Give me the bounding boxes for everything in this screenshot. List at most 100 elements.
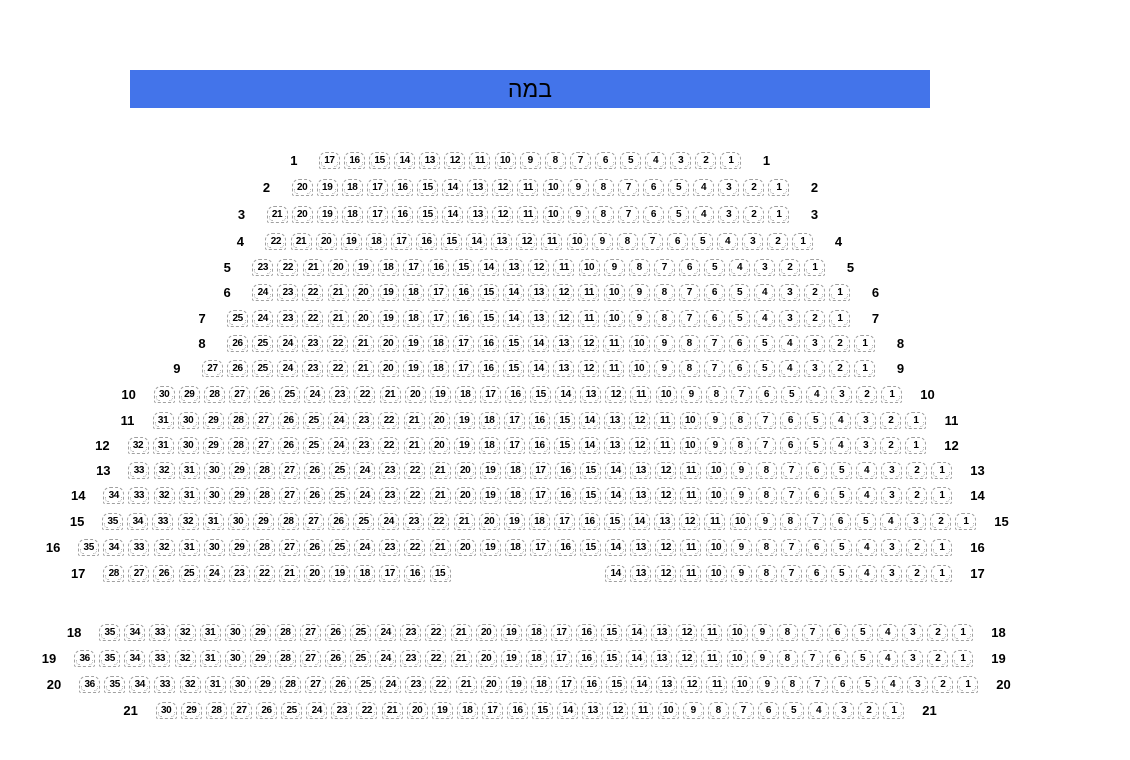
seat-row19-num18[interactable]: 18 bbox=[525, 649, 547, 667]
seat-row4-num5[interactable]: 5 bbox=[692, 232, 714, 250]
seat-row14-num15[interactable]: 15 bbox=[580, 486, 602, 504]
seat-row19-num25[interactable]: 25 bbox=[350, 649, 372, 667]
seat-row6-num9[interactable]: 9 bbox=[628, 283, 650, 301]
seat-row18-num3[interactable]: 3 bbox=[902, 623, 924, 641]
seat-row19-num27[interactable]: 27 bbox=[299, 649, 321, 667]
seat-row4-num12[interactable]: 12 bbox=[516, 232, 538, 250]
seat-row21-num4[interactable]: 4 bbox=[808, 701, 830, 719]
seat-row9-num18[interactable]: 18 bbox=[427, 359, 449, 377]
seat-row18-num6[interactable]: 6 bbox=[826, 623, 848, 641]
seat-row20-num5[interactable]: 5 bbox=[857, 675, 879, 693]
seat-row20-num7[interactable]: 7 bbox=[806, 675, 828, 693]
seat-row18-num20[interactable]: 20 bbox=[475, 623, 497, 641]
seat-row8-num18[interactable]: 18 bbox=[427, 334, 449, 352]
seat-row12-num15[interactable]: 15 bbox=[554, 436, 576, 454]
seat-row10-num20[interactable]: 20 bbox=[404, 385, 426, 403]
seat-row19-num21[interactable]: 21 bbox=[450, 649, 472, 667]
seat-row9-num9[interactable]: 9 bbox=[653, 359, 675, 377]
seat-row14-num23[interactable]: 23 bbox=[379, 486, 401, 504]
seat-row16-num20[interactable]: 20 bbox=[454, 538, 476, 556]
seat-row6-num15[interactable]: 15 bbox=[478, 283, 500, 301]
seat-row3-num21[interactable]: 21 bbox=[266, 205, 288, 223]
seat-row20-num19[interactable]: 19 bbox=[505, 675, 527, 693]
seat-row8-num14[interactable]: 14 bbox=[528, 334, 550, 352]
seat-row9-num23[interactable]: 23 bbox=[302, 359, 324, 377]
seat-row11-num10[interactable]: 10 bbox=[679, 411, 701, 429]
seat-row8-num26[interactable]: 26 bbox=[227, 334, 249, 352]
seat-row9-num16[interactable]: 16 bbox=[478, 359, 499, 377]
seat-row11-num18[interactable]: 18 bbox=[478, 411, 500, 429]
seat-row6-num18[interactable]: 18 bbox=[402, 283, 424, 301]
seat-row15-num15[interactable]: 15 bbox=[604, 512, 626, 530]
seat-row18-num32[interactable]: 32 bbox=[174, 623, 196, 641]
seat-row7-num24[interactable]: 24 bbox=[252, 309, 274, 327]
seat-row14-num7[interactable]: 7 bbox=[780, 486, 802, 504]
seat-row3-num9[interactable]: 9 bbox=[567, 205, 589, 223]
seat-row10-num7[interactable]: 7 bbox=[730, 385, 752, 403]
seat-row15-num11[interactable]: 11 bbox=[704, 512, 726, 530]
seat-row3-num11[interactable]: 11 bbox=[517, 205, 539, 223]
seat-row17-num14[interactable]: 14 bbox=[605, 564, 627, 582]
seat-row13-num14[interactable]: 14 bbox=[605, 461, 627, 479]
seat-row21-num16[interactable]: 16 bbox=[507, 701, 528, 719]
seat-row15-num3[interactable]: 3 bbox=[905, 512, 927, 530]
seat-row15-num21[interactable]: 21 bbox=[453, 512, 475, 530]
seat-row1-num6[interactable]: 6 bbox=[594, 151, 616, 169]
seat-row21-num17[interactable]: 17 bbox=[481, 701, 503, 719]
seat-row17-num10[interactable]: 10 bbox=[705, 564, 727, 582]
seat-row16-num32[interactable]: 32 bbox=[153, 538, 175, 556]
seat-row19-num10[interactable]: 10 bbox=[726, 649, 748, 667]
seat-row16-num25[interactable]: 25 bbox=[329, 538, 351, 556]
seat-row11-num2[interactable]: 2 bbox=[880, 411, 902, 429]
seat-row9-num25[interactable]: 25 bbox=[252, 359, 274, 377]
seat-row14-num33[interactable]: 33 bbox=[128, 486, 150, 504]
seat-row11-num12[interactable]: 12 bbox=[629, 411, 651, 429]
seat-row17-num22[interactable]: 22 bbox=[253, 564, 275, 582]
seat-row12-num6[interactable]: 6 bbox=[779, 436, 801, 454]
seat-row7-num16[interactable]: 16 bbox=[453, 309, 474, 327]
seat-row5-num22[interactable]: 22 bbox=[277, 258, 299, 276]
seat-row16-num11[interactable]: 11 bbox=[680, 538, 702, 556]
seat-row6-num22[interactable]: 22 bbox=[302, 283, 324, 301]
seat-row3-num18[interactable]: 18 bbox=[341, 205, 363, 223]
seat-row14-num5[interactable]: 5 bbox=[831, 486, 853, 504]
seat-row16-num17[interactable]: 17 bbox=[529, 538, 551, 556]
seat-row20-num21[interactable]: 21 bbox=[455, 675, 477, 693]
seat-row12-num16[interactable]: 16 bbox=[529, 436, 550, 454]
seat-row13-num29[interactable]: 29 bbox=[228, 461, 250, 479]
seat-row19-num24[interactable]: 24 bbox=[375, 649, 397, 667]
seat-row21-num3[interactable]: 3 bbox=[833, 701, 855, 719]
seat-row1-num9[interactable]: 9 bbox=[519, 151, 541, 169]
seat-row7-num15[interactable]: 15 bbox=[478, 309, 500, 327]
seat-row14-num2[interactable]: 2 bbox=[906, 486, 928, 504]
seat-row7-num20[interactable]: 20 bbox=[352, 309, 374, 327]
seat-row2-num8[interactable]: 8 bbox=[592, 178, 614, 196]
seat-row16-num5[interactable]: 5 bbox=[831, 538, 853, 556]
seat-row7-num4[interactable]: 4 bbox=[754, 309, 776, 327]
seat-row1-num4[interactable]: 4 bbox=[645, 151, 667, 169]
seat-row4-num13[interactable]: 13 bbox=[491, 232, 513, 250]
seat-row5-num3[interactable]: 3 bbox=[754, 258, 776, 276]
seat-row10-num22[interactable]: 22 bbox=[354, 385, 376, 403]
seat-row17-num2[interactable]: 2 bbox=[906, 564, 928, 582]
seat-row20-num16[interactable]: 16 bbox=[581, 675, 602, 693]
seat-row20-num25[interactable]: 25 bbox=[355, 675, 377, 693]
seat-row8-num10[interactable]: 10 bbox=[628, 334, 650, 352]
seat-row14-num26[interactable]: 26 bbox=[304, 486, 326, 504]
seat-row12-num12[interactable]: 12 bbox=[629, 436, 651, 454]
seat-row14-num14[interactable]: 14 bbox=[605, 486, 627, 504]
seat-row8-num16[interactable]: 16 bbox=[478, 334, 499, 352]
seat-row7-num13[interactable]: 13 bbox=[528, 309, 550, 327]
seat-row16-num34[interactable]: 34 bbox=[103, 538, 125, 556]
seat-row13-num6[interactable]: 6 bbox=[805, 461, 827, 479]
seat-row21-num6[interactable]: 6 bbox=[757, 701, 779, 719]
seat-row1-num10[interactable]: 10 bbox=[494, 151, 516, 169]
seat-row1-num3[interactable]: 3 bbox=[670, 151, 692, 169]
seat-row1-num11[interactable]: 11 bbox=[469, 151, 491, 169]
seat-row12-num11[interactable]: 11 bbox=[654, 436, 676, 454]
seat-row17-num27[interactable]: 27 bbox=[128, 564, 150, 582]
seat-row6-num14[interactable]: 14 bbox=[503, 283, 525, 301]
seat-row19-num14[interactable]: 14 bbox=[626, 649, 648, 667]
seat-row7-num2[interactable]: 2 bbox=[804, 309, 826, 327]
seat-row6-num12[interactable]: 12 bbox=[553, 283, 575, 301]
